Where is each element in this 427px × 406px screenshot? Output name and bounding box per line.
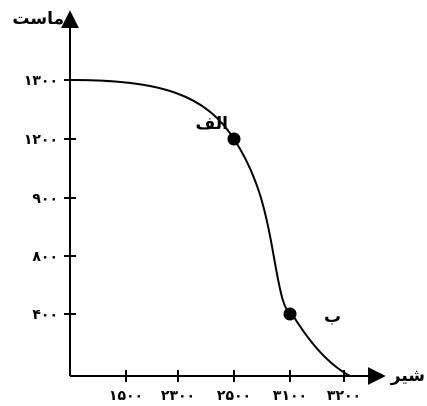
y-tick-label: ۸۰۰ [32,249,58,265]
y-tick-label: ۱۲۰۰ [24,132,58,148]
y-tick-label: ۱۳۰۰ [24,73,58,89]
x-tick-label: ۲۳۰۰ [161,388,195,404]
curve-point [227,132,241,146]
ppf-curve [69,79,351,377]
y-axis-label: ماست [12,9,64,29]
y-ticks: ۴۰۰ ۸۰۰ ۹۰۰ ۱۲۰۰ ۱۳۰۰ [24,73,76,323]
x-tick-label: ۲۵۰۰ [217,388,251,404]
x-tick-label: ۱۵۰۰ [109,388,143,404]
curve-points: الف ب [196,114,342,327]
y-tick-label: ۹۰۰ [32,191,58,207]
point-label: الف [196,114,228,134]
point-label: ب [324,307,341,327]
x-tick-label: ۳۲۰۰ [327,388,361,404]
x-axis-label: شیر [390,366,425,386]
y-tick-label: ۴۰۰ [32,307,58,323]
x-ticks: ۱۵۰۰ ۲۳۰۰ ۲۵۰۰ ۳۱۰۰ ۳۲۰۰ [109,370,361,404]
x-tick-label: ۳۱۰۰ [273,388,307,404]
curve-point [283,307,297,321]
